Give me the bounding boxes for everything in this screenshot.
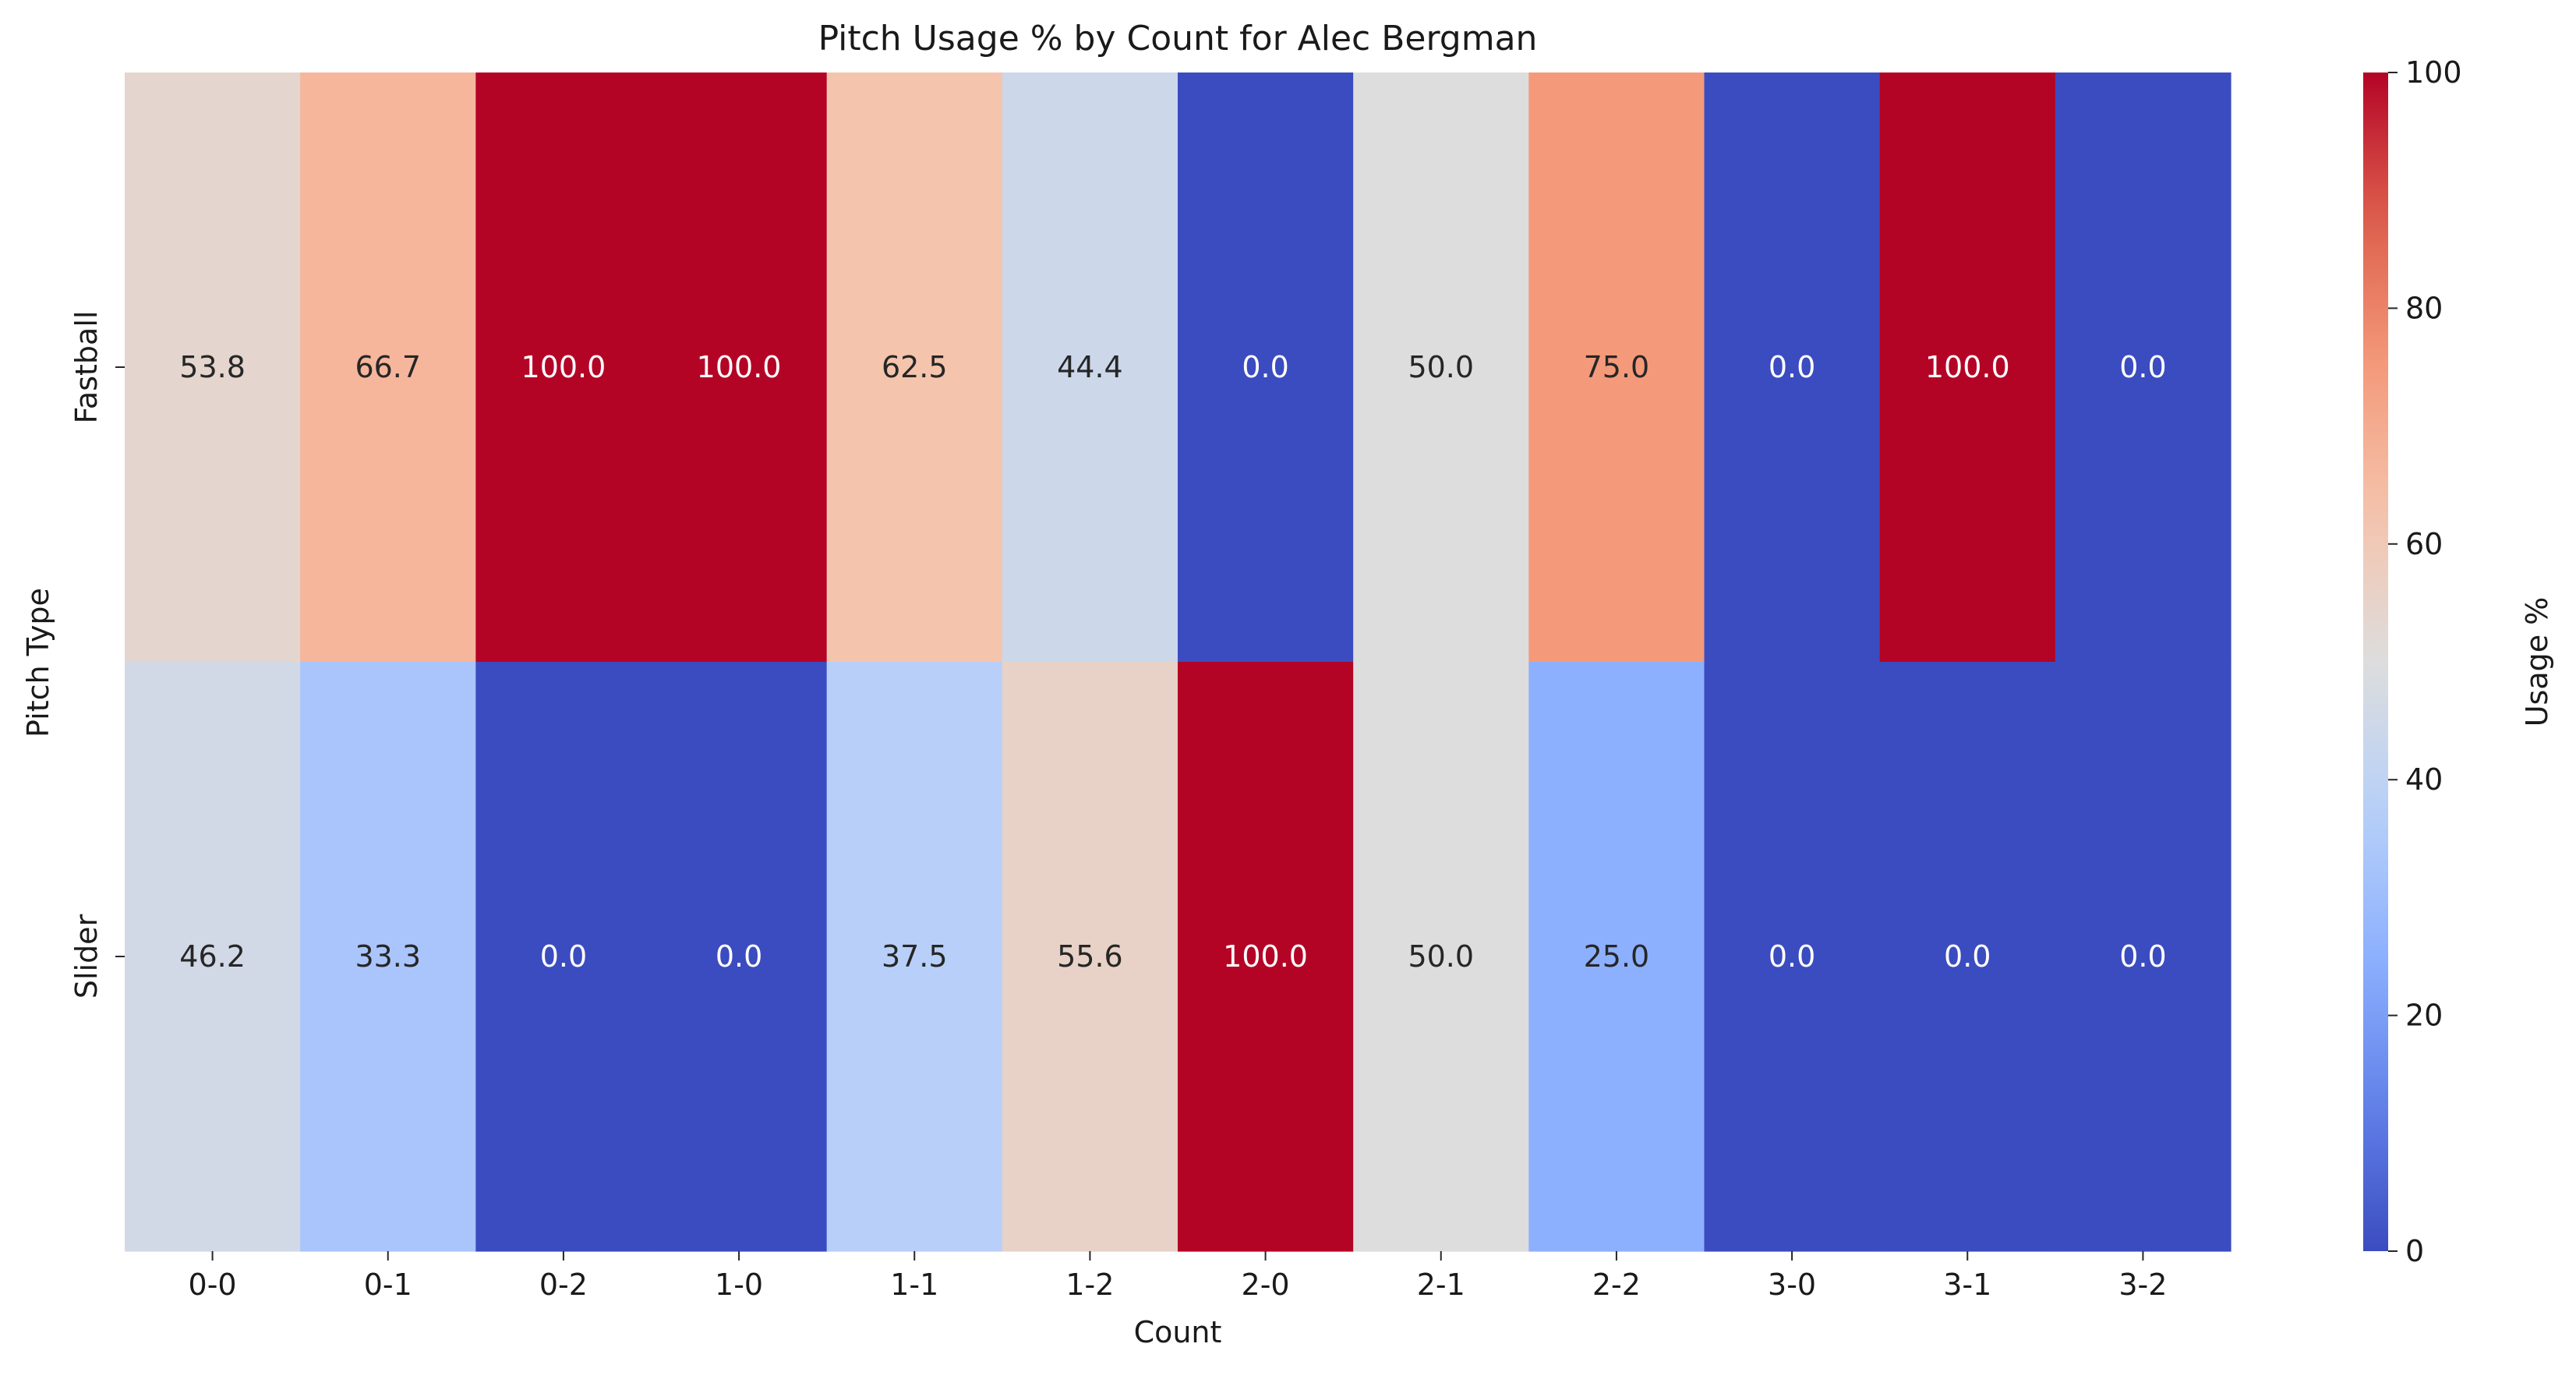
heatmap-cell [1528,662,1705,1252]
cell-value-label: 66.7 [355,350,421,384]
heatmap-cell [1704,662,1881,1252]
colorbar-tick-label: 80 [2405,291,2443,325]
x-tick-label: 3-0 [1768,1268,1816,1302]
heatmap-cell [1879,662,2056,1252]
colorbar-gradient [2363,72,2388,1251]
heatmap-cell [651,72,828,663]
heatmap-cell [826,662,1003,1252]
x-axis-label: Count [1134,1315,1222,1349]
heatmap-cell [125,662,301,1252]
x-tick-label: 1-0 [715,1268,763,1302]
cell-value-label: 0.0 [2119,350,2166,384]
colorbar-tick-label: 60 [2405,527,2443,561]
cell-value-label: 0.0 [2119,939,2166,974]
colorbar-tick-label: 20 [2405,999,2443,1033]
cell-value-label: 0.0 [1769,350,1815,384]
cell-value-label: 62.5 [882,350,948,384]
cell-value-label: 0.0 [716,939,762,974]
y-tick-label: Slider [69,914,104,999]
colorbar-label: Usage % [2520,597,2554,727]
y-axis-label: Pitch Type [21,588,55,737]
cell-value-label: 44.4 [1057,350,1123,384]
colorbar-tick-label: 0 [2405,1234,2424,1268]
heatmap-cell [300,662,476,1252]
cell-value-label: 75.0 [1584,350,1650,384]
heatmap-cell [1528,72,1705,663]
x-tick-label: 2-2 [1592,1268,1641,1302]
heatmap-cell [475,662,652,1252]
heatmap-cell [1002,662,1178,1252]
cell-value-label: 0.0 [1242,350,1288,384]
heatmap-cell-labels: 53.8 66.7 100.0 100.0 62.5 44.4 0.0 50.0 75.0 0.0… [179,350,2166,974]
cell-value-label: 100.0 [521,350,606,384]
x-tick-label: 1-2 [1065,1268,1114,1302]
cell-value-label: 0.0 [1769,939,1815,974]
cell-value-label: 50.0 [1408,350,1474,384]
x-tick-label: 0-0 [189,1268,237,1302]
cell-value-label: 50.0 [1408,939,1474,974]
x-axis: 0-0 0-1 0-2 1-0 1-1 1-2 2-0 2-1 2-2 3-0 3-1 3-2 [189,1251,2167,1302]
heatmap-cell [1704,72,1881,663]
heatmap-cell [2055,72,2231,663]
x-tick-label: 0-2 [539,1268,588,1302]
cell-value-label: 53.8 [179,350,246,384]
heatmap-cell [1178,72,1354,663]
colorbar: 0 20 40 60 80 100 Usage % [2363,55,2554,1268]
colorbar-tick-label: 40 [2405,762,2443,797]
heatmap-cell [2055,662,2231,1252]
y-axis: Fastball Slider [69,311,125,999]
cell-value-label: 0.0 [1944,939,1991,974]
chart-title: Pitch Usage % by Count for Alec Bergman [818,19,1538,58]
x-tick-label: 3-1 [1943,1268,1991,1302]
heatmap-cell [826,72,1003,663]
colorbar-tick-label: 100 [2405,55,2462,90]
cell-value-label: 37.5 [882,939,948,974]
cell-value-label: 100.0 [697,350,782,384]
cell-value-label: 100.0 [1925,350,2010,384]
cell-value-label: 33.3 [355,939,421,974]
heatmap-cell [475,72,652,663]
heatmap-cell [651,662,828,1252]
x-tick-label: 0-1 [364,1268,412,1302]
heatmap-cell [125,72,301,663]
heatmap-cell [1353,662,1529,1252]
heatmap-cell [1002,72,1178,663]
heatmap-cells [125,72,2231,1252]
cell-value-label: 46.2 [179,939,246,974]
cell-value-label: 0.0 [540,939,587,974]
y-tick-label: Fastball [69,311,104,424]
x-tick-label: 3-2 [2118,1268,2167,1302]
heatmap-cell [1879,72,2056,663]
x-tick-label: 2-0 [1242,1268,1290,1302]
x-tick-label: 2-1 [1417,1268,1465,1302]
cell-value-label: 100.0 [1223,939,1308,974]
heatmap-cell [300,72,476,663]
heatmap-cell [1178,662,1354,1252]
cell-value-label: 25.0 [1584,939,1650,974]
cell-value-label: 55.6 [1057,939,1123,974]
x-tick-label: 1-1 [890,1268,938,1302]
heatmap-cell [1353,72,1529,663]
